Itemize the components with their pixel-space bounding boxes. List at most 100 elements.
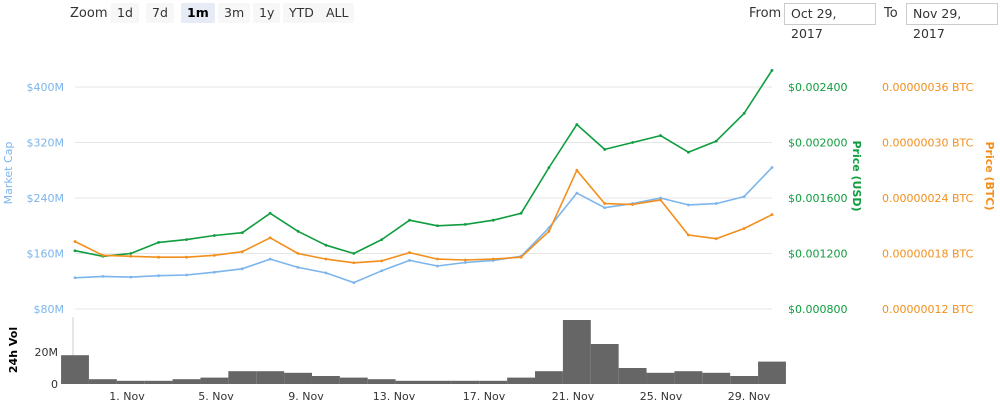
market-cap-point — [324, 271, 328, 275]
volume-bar — [172, 379, 201, 384]
price-usd-point — [213, 234, 216, 237]
zoom-1y-button[interactable]: 1y — [253, 3, 281, 23]
price-usd-point — [631, 141, 634, 144]
market-cap-point — [129, 275, 133, 279]
price-btc-point — [268, 236, 272, 240]
volume-bar — [702, 372, 731, 384]
price-btc-point — [324, 257, 328, 261]
price-usd-point — [73, 249, 77, 253]
market-cap-tick-label: $80M — [34, 303, 65, 316]
volume-bar — [758, 361, 786, 384]
volume-axis-title: 24h Vol — [7, 327, 20, 373]
price-usd-point — [296, 229, 300, 233]
volume-bar — [144, 380, 173, 384]
x-tick-label: 17. Nov — [463, 390, 506, 403]
market-cap-point — [268, 257, 272, 261]
volume-bar — [395, 380, 424, 384]
volume-bar — [451, 380, 480, 384]
price-usd-point — [380, 238, 384, 242]
volume-bar — [61, 355, 89, 384]
market-cap-point — [240, 267, 244, 271]
price-btc-tick-label: 0.00000030 BTC — [882, 137, 974, 150]
price-btc-point — [296, 252, 300, 255]
market-cap-point — [157, 274, 161, 278]
price-btc-point — [408, 251, 411, 254]
price-btc-point — [631, 203, 634, 206]
price-btc-tick-label: 0.00000036 BTC — [882, 81, 974, 94]
price-usd-point — [742, 111, 746, 115]
market-cap-point — [185, 273, 188, 277]
price-usd-series-line — [74, 69, 773, 258]
price-btc-point — [240, 250, 244, 254]
price-btc-point — [213, 253, 216, 257]
price-btc-point — [185, 255, 188, 259]
price-btc-point — [157, 255, 161, 259]
volume-bar — [228, 371, 257, 384]
price-usd-point — [770, 68, 774, 72]
price-btc-point — [519, 255, 523, 259]
volume-area — [61, 320, 786, 384]
zoom-1d-button[interactable]: 1d — [111, 3, 139, 23]
market-cap-tick-label: $400M — [27, 81, 65, 94]
to-label: To — [884, 6, 898, 21]
volume-bar — [116, 380, 145, 384]
price-usd-tick-label: $0.000800 — [788, 303, 848, 316]
zoom-1m-button[interactable]: 1m — [181, 3, 215, 23]
market-cap-point — [770, 166, 774, 169]
zoom-all-button[interactable]: ALL — [320, 3, 355, 23]
volume-bar — [311, 376, 340, 384]
zoom-3m-button[interactable]: 3m — [218, 3, 251, 23]
price-btc-point — [463, 258, 467, 262]
price-usd-point — [603, 148, 607, 151]
market-cap-point — [686, 203, 690, 207]
price-usd-tick-label: $0.001600 — [788, 192, 848, 205]
price-btc-series-line — [74, 169, 773, 264]
series-lines — [73, 68, 774, 285]
price-btc-point — [770, 213, 774, 217]
price-btc-point — [575, 168, 579, 172]
price-btc-point — [742, 227, 746, 230]
volume-bar — [367, 379, 396, 384]
price-usd-point — [686, 150, 690, 154]
volume-bar — [479, 380, 508, 384]
volume-bar — [674, 371, 703, 384]
price-btc-point — [129, 254, 133, 258]
volume-bar — [200, 377, 229, 384]
price-btc-point — [603, 202, 607, 205]
price-usd-point — [408, 218, 411, 222]
market-cap-point — [296, 265, 300, 269]
zoom-7d-button[interactable]: 7d — [146, 3, 174, 23]
volume-bar — [256, 371, 285, 384]
market-cap-point — [352, 281, 356, 285]
price-usd-point — [324, 243, 328, 247]
price-btc-point — [686, 233, 690, 237]
price-usd-axis-title: Price (USD) — [850, 140, 863, 211]
price-btc-tick-label: 0.00000024 BTC — [882, 192, 974, 205]
volume-bar — [562, 320, 591, 384]
market-cap-series-line — [74, 166, 773, 284]
price-usd-point — [491, 218, 495, 222]
market-cap-axis-title: Market Cap — [2, 142, 15, 205]
price-btc-tick-label: 0.00000018 BTC — [882, 248, 974, 261]
volume-tick-label: 20M — [35, 346, 59, 359]
volume-bar — [423, 380, 452, 384]
zoom-label: Zoom — [70, 6, 108, 21]
from-date-input[interactable]: Oct 29, 2017 — [784, 3, 876, 41]
price-btc-point — [547, 229, 551, 233]
market-cap-point — [742, 195, 746, 199]
price-btc-axis-title: Price (BTC) — [983, 141, 996, 210]
price-usd-point — [714, 139, 718, 143]
price-usd-axis: $0.000800 $0.001200 $0.001600 $0.002000 $0.0… — [788, 81, 848, 316]
x-tick-label: 1. Nov — [109, 390, 145, 403]
market-cap-axis: $80M $160M $240M $320M $400M — [27, 81, 65, 316]
volume-bar — [618, 368, 647, 384]
market-cap-point — [463, 261, 467, 264]
zoom-ytd-button[interactable]: YTD — [283, 3, 320, 23]
to-date-input[interactable]: Nov 29, 2017 — [906, 3, 998, 41]
market-cap-point — [714, 202, 718, 205]
price-btc-point — [352, 261, 356, 265]
price-usd-point — [463, 222, 467, 226]
price-usd-point — [185, 238, 188, 242]
price-usd-point — [575, 123, 579, 126]
